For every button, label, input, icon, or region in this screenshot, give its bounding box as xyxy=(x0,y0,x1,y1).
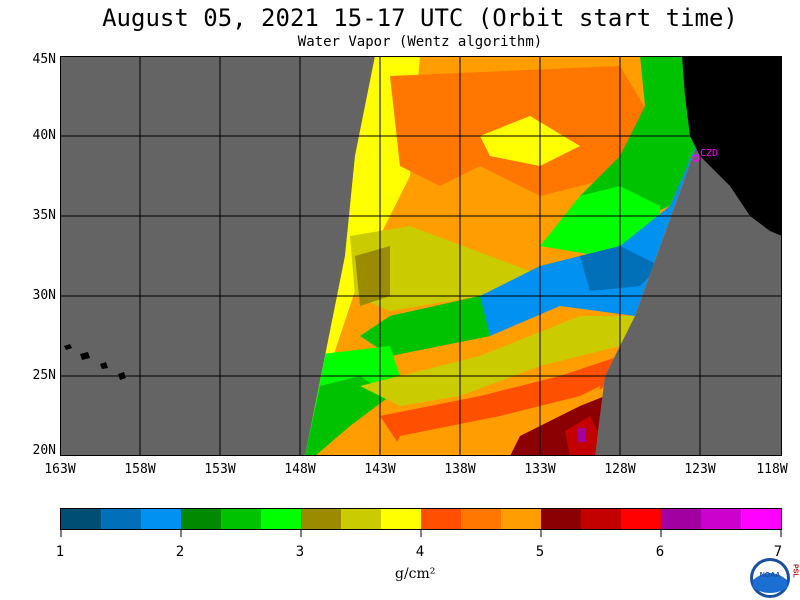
region-olive-south xyxy=(360,316,635,406)
lon-label-133w: 133W xyxy=(524,462,556,477)
noaa-logo-text: NOAA xyxy=(760,572,781,579)
region-olive xyxy=(350,226,530,311)
colorbar-swatch-13 xyxy=(541,509,581,529)
colorbar-swatch-4 xyxy=(181,509,221,529)
colorbar-swatch-10 xyxy=(421,509,461,529)
colorbar-swatch-6 xyxy=(261,509,301,529)
region-magenta xyxy=(578,428,586,442)
region-olive-dark xyxy=(355,246,390,306)
station-label: CZD xyxy=(700,148,718,159)
colorbar-tick-2: 2 xyxy=(175,544,185,560)
colorbar-tick-5: 5 xyxy=(535,544,545,560)
colorbar-tick-4: 4 xyxy=(415,544,425,560)
colorbar-swatch-16 xyxy=(661,509,701,529)
colorbar-tick-6: 6 xyxy=(655,544,665,560)
colorbar-swatch-3 xyxy=(141,509,181,529)
lon-label-163w: 163W xyxy=(44,462,76,477)
lon-label-123w: 123W xyxy=(684,462,716,477)
lon-label-158w: 158W xyxy=(124,462,156,477)
colorbar-swatch-14 xyxy=(581,509,621,529)
lon-label-143w: 143W xyxy=(364,462,396,477)
lat-label-45n: 45N xyxy=(32,52,56,67)
swath xyxy=(305,56,700,456)
colorbar-swatch-11 xyxy=(461,509,501,529)
colorbar-swatch-8 xyxy=(341,509,381,529)
colorbar-units: g/cm² xyxy=(395,566,436,582)
lat-label-25n: 25N xyxy=(32,368,56,383)
region-yellow-north xyxy=(480,116,580,166)
region-orange-south xyxy=(380,356,620,446)
lon-label-148w: 148W xyxy=(284,462,316,477)
colorbar-frame xyxy=(60,508,782,530)
colorbar-swatch-9 xyxy=(381,509,421,529)
station-marker xyxy=(692,154,700,162)
colorbar-swatch-5 xyxy=(221,509,261,529)
map-title: August 05, 2021 15-17 UTC (Orbit start t… xyxy=(102,4,738,32)
region-green-south-dark xyxy=(305,376,390,456)
lat-label-30n: 30N xyxy=(32,288,56,303)
colorbar-tick-7: 7 xyxy=(773,544,783,560)
colorbar-tick-3: 3 xyxy=(295,544,305,560)
colorbar-swatch-7 xyxy=(301,509,341,529)
lon-label-118w: 118W xyxy=(756,462,788,477)
region-green-east xyxy=(580,56,700,226)
water-vapor-map: CZD xyxy=(60,56,782,456)
color-bar xyxy=(60,508,782,537)
colorbar-swatch-2 xyxy=(101,509,141,529)
colorbar-swatch-18 xyxy=(741,509,781,529)
region-green-south xyxy=(305,346,400,456)
lon-label-153w: 153W xyxy=(204,462,236,477)
colorbar-swatch-15 xyxy=(621,509,661,529)
lon-label-138w: 138W xyxy=(444,462,476,477)
region-green-mid xyxy=(360,296,490,356)
colorbar-swatch-12 xyxy=(501,509,541,529)
noaa-logo: NOAA PSL xyxy=(750,558,799,598)
colorbar-swatch-17 xyxy=(701,509,741,529)
colorbar-swatch-1 xyxy=(61,509,101,529)
lat-label-40n: 40N xyxy=(32,128,56,143)
land xyxy=(64,56,782,380)
lon-label-128w: 128W xyxy=(604,462,636,477)
lat-label-35n: 35N xyxy=(32,208,56,223)
graticule xyxy=(60,56,782,456)
map-subtitle: Water Vapor (Wentz algorithm) xyxy=(297,34,543,50)
colorbar-tick-1: 1 xyxy=(55,544,65,560)
lat-label-20n: 20N xyxy=(32,443,56,458)
psl-letters: PSL xyxy=(792,564,799,578)
